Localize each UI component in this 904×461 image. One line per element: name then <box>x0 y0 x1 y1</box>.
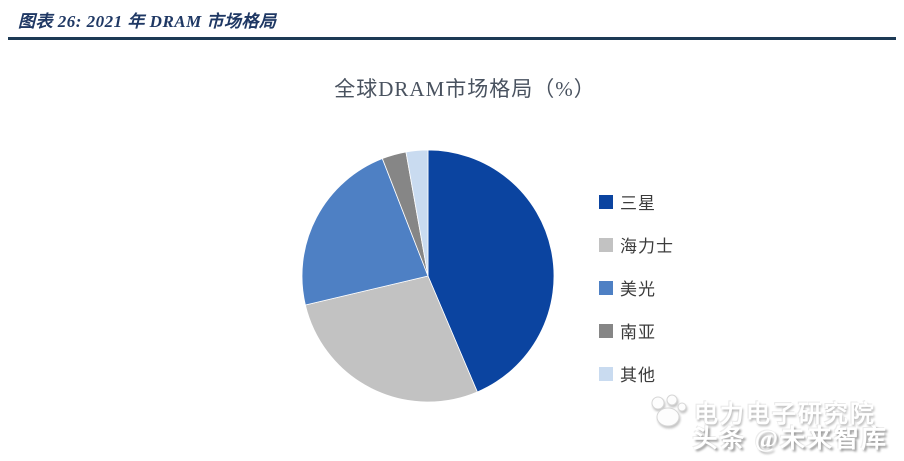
paw-icon <box>651 394 687 427</box>
chart-legend: 三星海力士美光南亚其他 <box>599 192 674 385</box>
legend-swatch-icon <box>599 280 613 295</box>
watermark-line1: 电力电子研究院 <box>648 393 876 429</box>
legend-label: 美光 <box>620 280 656 299</box>
legend-label: 三星 <box>620 194 656 213</box>
chart-title: 全球DRAM市场格局（%） <box>334 77 596 101</box>
pie-chart-svg <box>301 149 555 403</box>
legend-item-4: 南亚 <box>599 321 674 342</box>
pie-slice-1 <box>427 149 555 393</box>
legend-label: 其他 <box>620 366 656 385</box>
legend-label: 海力士 <box>620 237 674 256</box>
pie-slice-5 <box>405 149 429 277</box>
pie-chart <box>301 149 555 403</box>
legend-swatch-icon <box>599 366 613 381</box>
watermark-text-2: 头条 @未来智库 <box>692 426 888 453</box>
watermark: 电力电子研究院 头条 @未来智库 <box>648 393 888 455</box>
legend-swatch-icon <box>599 237 613 252</box>
legend-swatch-icon <box>599 323 613 338</box>
legend-item-2: 海力士 <box>599 235 674 256</box>
legend-label: 南亚 <box>620 323 656 342</box>
watermark-text-1: 电力电子研究院 <box>694 401 876 428</box>
header-divider <box>8 37 896 40</box>
legend-item-1: 三星 <box>599 192 674 213</box>
pie-slice-2 <box>304 275 478 403</box>
legend-item-5: 其他 <box>599 364 674 385</box>
figure-header-title: 图表 26: 2021 年 DRAM 市场格局 <box>18 12 277 31</box>
legend-item-3: 美光 <box>599 278 674 299</box>
legend-swatch-icon <box>599 194 613 209</box>
